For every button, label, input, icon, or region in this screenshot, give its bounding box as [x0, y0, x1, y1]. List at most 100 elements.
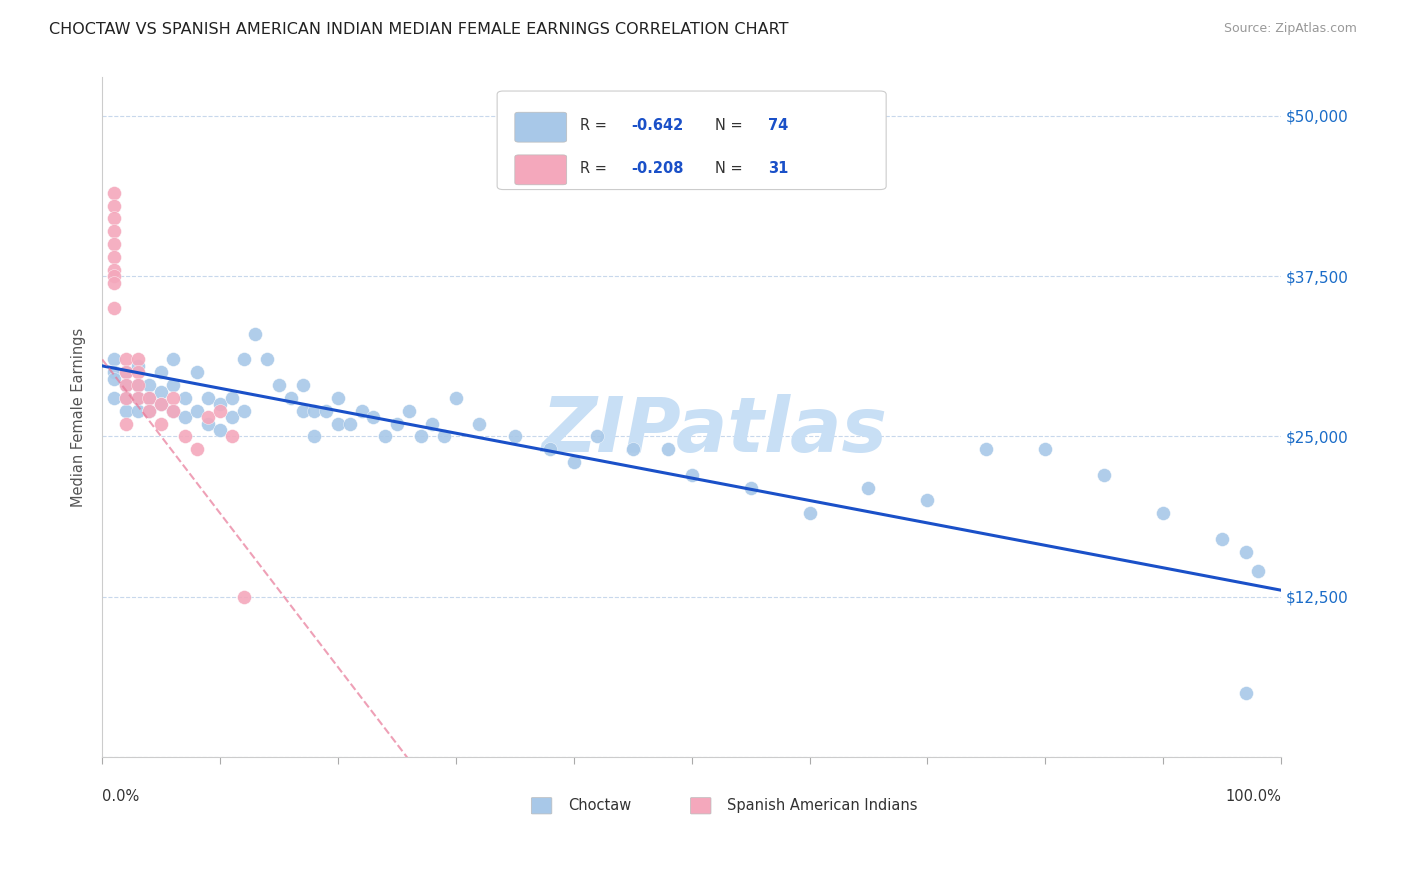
Point — [444, 391, 467, 405]
Point — [138, 391, 160, 405]
Text: 100.0%: 100.0% — [1225, 789, 1281, 805]
Point — [127, 391, 149, 405]
Point — [127, 391, 149, 405]
Point — [221, 391, 243, 405]
Point — [103, 269, 125, 284]
Point — [385, 417, 408, 431]
FancyBboxPatch shape — [531, 797, 551, 814]
Point — [291, 378, 314, 392]
Point — [681, 467, 703, 482]
Point — [1234, 545, 1257, 559]
Point — [103, 250, 125, 264]
Point — [326, 391, 349, 405]
Point — [186, 442, 208, 457]
Point — [398, 403, 420, 417]
Point — [1246, 564, 1268, 578]
Text: Choctaw: Choctaw — [568, 797, 631, 813]
Point — [150, 397, 173, 411]
Point — [1234, 686, 1257, 700]
Y-axis label: Median Female Earnings: Median Female Earnings — [72, 327, 86, 507]
Point — [138, 403, 160, 417]
FancyBboxPatch shape — [498, 91, 886, 189]
Point — [103, 224, 125, 238]
Point — [267, 378, 290, 392]
Point — [409, 429, 432, 443]
Point — [562, 455, 585, 469]
Point — [197, 417, 219, 431]
Point — [197, 410, 219, 425]
Point — [103, 372, 125, 386]
Point — [127, 359, 149, 373]
Point — [1033, 442, 1056, 457]
Point — [1092, 467, 1115, 482]
Point — [209, 403, 232, 417]
Point — [433, 429, 456, 443]
Point — [621, 442, 644, 457]
Point — [291, 403, 314, 417]
Point — [138, 403, 160, 417]
Point — [103, 301, 125, 316]
Point — [138, 378, 160, 392]
Point — [103, 237, 125, 252]
Text: N =: N = — [716, 119, 748, 133]
Point — [114, 378, 136, 392]
Point — [657, 442, 679, 457]
Text: CHOCTAW VS SPANISH AMERICAN INDIAN MEDIAN FEMALE EARNINGS CORRELATION CHART: CHOCTAW VS SPANISH AMERICAN INDIAN MEDIA… — [49, 22, 789, 37]
Point — [103, 262, 125, 277]
Point — [103, 352, 125, 367]
Point — [858, 481, 880, 495]
Text: Spanish American Indians: Spanish American Indians — [727, 797, 918, 813]
Point — [468, 417, 491, 431]
Point — [150, 397, 173, 411]
Point — [114, 365, 136, 379]
Point — [304, 429, 326, 443]
Point — [103, 199, 125, 213]
Text: R =: R = — [579, 161, 612, 176]
Point — [538, 442, 561, 457]
Text: -0.642: -0.642 — [631, 119, 683, 133]
FancyBboxPatch shape — [515, 112, 567, 142]
Text: Source: ZipAtlas.com: Source: ZipAtlas.com — [1223, 22, 1357, 36]
Point — [245, 326, 267, 341]
Point — [503, 429, 526, 443]
Point — [150, 384, 173, 399]
Point — [186, 365, 208, 379]
Point — [103, 365, 125, 379]
Point — [127, 403, 149, 417]
Text: 74: 74 — [768, 119, 789, 133]
Point — [103, 391, 125, 405]
Point — [103, 186, 125, 200]
Point — [173, 391, 195, 405]
Point — [138, 391, 160, 405]
Point — [162, 352, 184, 367]
Point — [162, 391, 184, 405]
Point — [150, 417, 173, 431]
Point — [197, 391, 219, 405]
Text: ZIPatlas: ZIPatlas — [543, 393, 889, 467]
Point — [586, 429, 609, 443]
Point — [127, 378, 149, 392]
Point — [374, 429, 396, 443]
FancyBboxPatch shape — [515, 155, 567, 185]
Point — [114, 352, 136, 367]
Point — [114, 365, 136, 379]
Point — [114, 403, 136, 417]
Text: 31: 31 — [768, 161, 789, 176]
Point — [799, 506, 821, 520]
Point — [103, 276, 125, 290]
Point — [280, 391, 302, 405]
Point — [127, 352, 149, 367]
Point — [162, 403, 184, 417]
Point — [162, 403, 184, 417]
Point — [315, 403, 337, 417]
Point — [221, 410, 243, 425]
Text: -0.208: -0.208 — [631, 161, 685, 176]
Point — [114, 391, 136, 405]
Point — [209, 423, 232, 437]
Point — [209, 397, 232, 411]
Point — [740, 481, 762, 495]
Point — [232, 590, 254, 604]
Point — [232, 352, 254, 367]
FancyBboxPatch shape — [690, 797, 711, 814]
Point — [256, 352, 278, 367]
